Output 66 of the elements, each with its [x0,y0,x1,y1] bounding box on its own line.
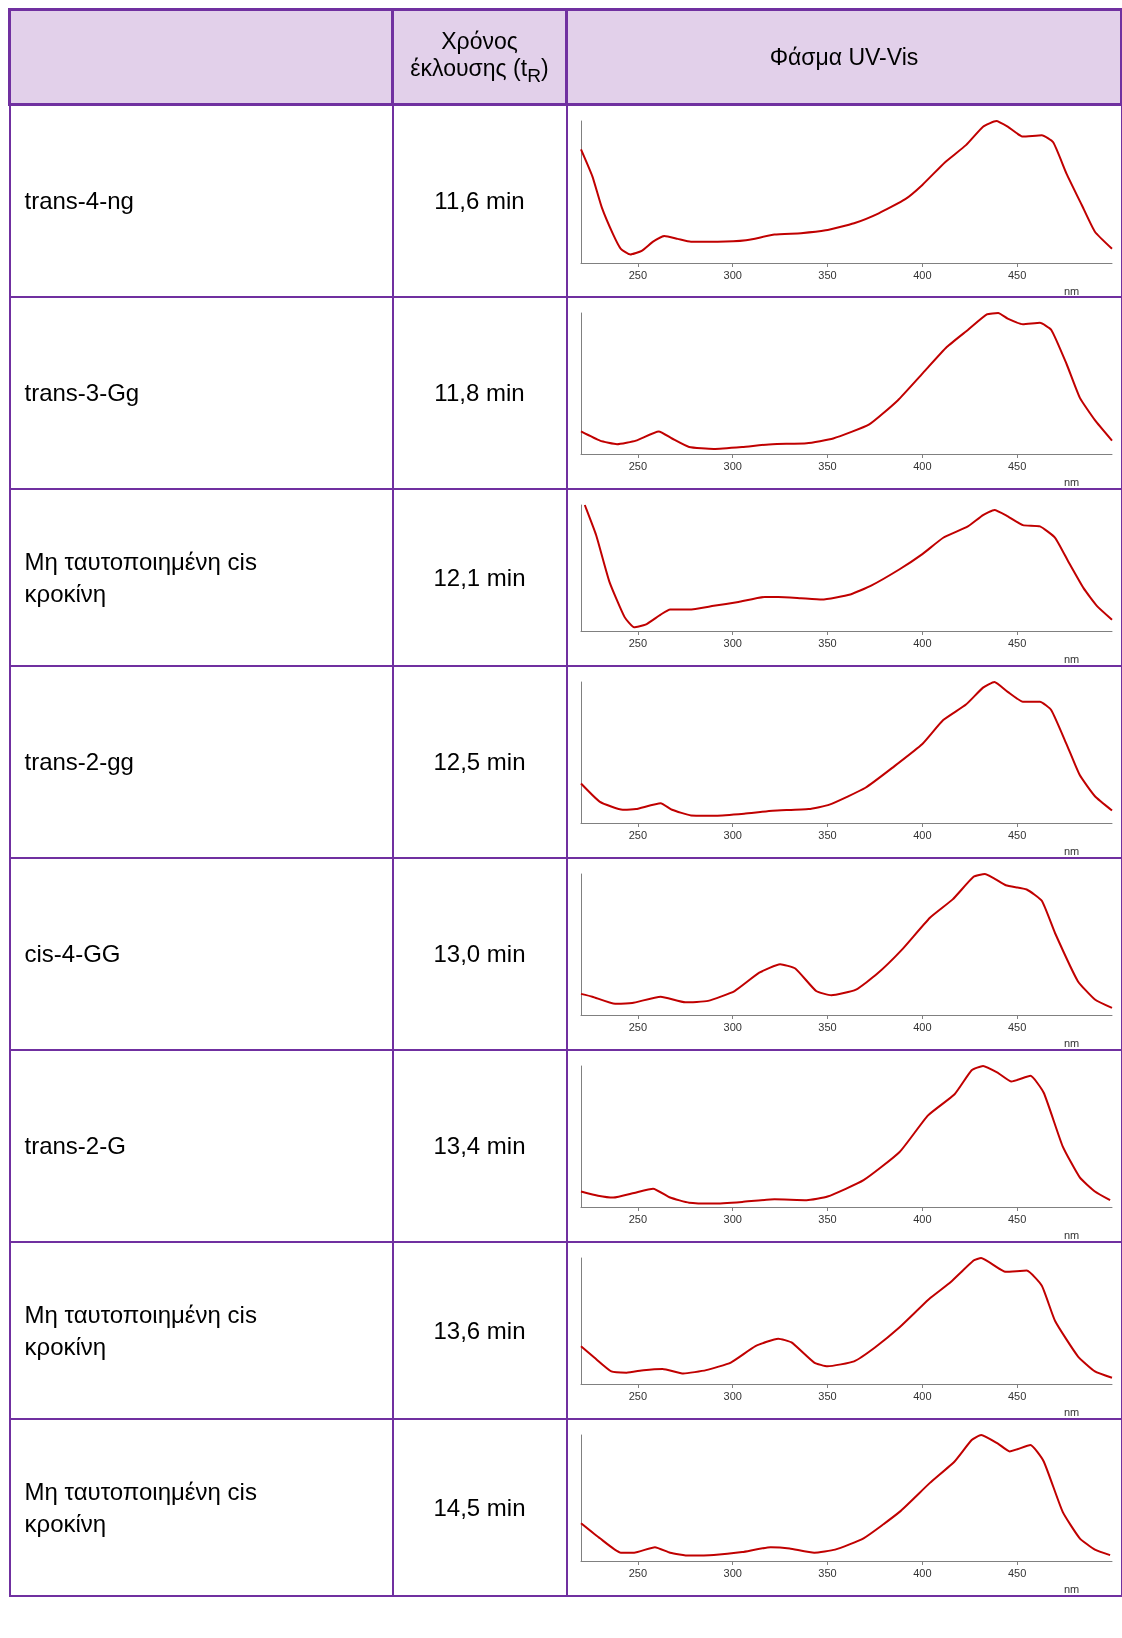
x-tick-label: 450 [1007,1212,1026,1225]
x-tick-label: 450 [1007,1020,1026,1033]
x-axis-title: nm [1063,844,1079,857]
x-tick-label: 400 [912,1020,932,1033]
x-tick-label: 300 [723,1020,742,1033]
x-tick-label: 250 [628,268,647,280]
text: trans-4-ng [9,104,393,297]
text: trans-3-Gg [9,297,393,489]
x-axis-title: nm [1063,284,1079,296]
text: trans-2-G [9,1050,393,1242]
x-tick-label: 400 [912,1389,932,1402]
x-tick-label: 300 [723,459,742,472]
x-tick-label: 450 [1007,636,1026,649]
text: Μη ταυτοποιημένη cis κροκίνη [9,1419,393,1596]
x-tick-label: 300 [723,1212,742,1225]
x-axis-title: nm [1063,1228,1079,1241]
text: Μη ταυτοποιημένη cis κροκίνη [9,1242,393,1419]
x-axis-title: nm [1063,652,1079,665]
x-tick-label: 350 [817,1020,837,1033]
x-tick-label: 400 [912,1212,932,1225]
text: Φάσμα UV-Vis [566,9,1122,105]
x-tick-label: 250 [628,1020,647,1033]
x-tick-label: 450 [1007,459,1026,472]
text: Χρόνος έκλουσης (t$_{R}$) [392,9,567,105]
text: 13,4 min [392,1050,567,1242]
text: trans-2-gg [9,666,393,858]
x-tick-label: 450 [1007,1566,1026,1579]
x-axis-title: nm [1063,1582,1079,1595]
text: 13,0 min [392,858,567,1050]
x-axis-title: nm [1063,1036,1079,1049]
text: cis-4-GG [9,858,393,1050]
x-tick-label: 450 [1007,1389,1026,1402]
x-tick-label: 400 [912,268,932,280]
x-tick-label: 400 [912,636,932,649]
x-tick-label: 400 [912,828,932,841]
x-tick-label: 350 [817,459,837,472]
x-tick-label: 350 [817,268,837,280]
x-tick-label: 450 [1007,828,1026,841]
text: Μη ταυτοποιημένη cis κροκίνη [9,489,393,666]
x-tick-label: 250 [628,828,647,841]
text: 14,5 min [392,1419,567,1596]
x-tick-label: 250 [628,1212,647,1225]
x-tick-label: 450 [1007,268,1026,280]
x-tick-label: 300 [723,636,742,649]
x-axis-title: nm [1063,475,1079,488]
x-tick-label: 250 [628,636,647,649]
x-tick-label: 300 [723,1389,742,1402]
x-tick-label: 350 [817,828,837,841]
text: 11,6 min [392,104,567,297]
text: 13,6 min [392,1242,567,1419]
x-tick-label: 250 [628,1566,647,1579]
x-tick-label: 350 [817,1389,837,1402]
x-tick-label: 250 [628,1389,647,1402]
x-tick-label: 400 [912,1566,932,1579]
text: 12,1 min [392,489,567,666]
text: 11,8 min [392,297,567,489]
x-tick-label: 350 [817,1566,837,1579]
x-tick-label: 300 [723,828,742,841]
x-tick-label: 350 [817,636,837,649]
x-axis-title: nm [1063,1405,1079,1418]
x-tick-label: 300 [723,1566,742,1579]
text: 12,5 min [392,666,567,858]
x-tick-label: 350 [817,1212,837,1225]
x-tick-label: 400 [912,459,932,472]
x-tick-label: 250 [628,459,647,472]
x-tick-label: 300 [723,268,742,280]
